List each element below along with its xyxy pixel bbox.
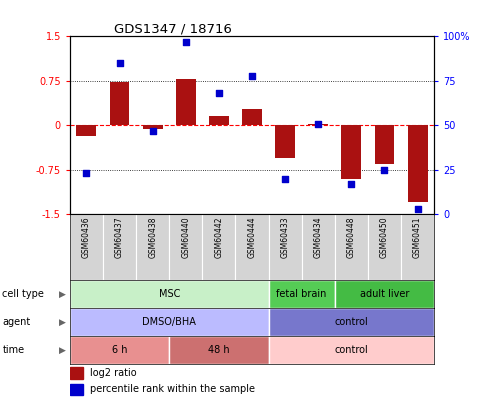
Text: control: control <box>334 345 368 355</box>
Text: GDS1347 / 18716: GDS1347 / 18716 <box>114 22 232 35</box>
Bar <box>176 79 196 125</box>
Text: ▶: ▶ <box>59 290 66 298</box>
Bar <box>70 367 83 379</box>
Bar <box>143 125 163 130</box>
Point <box>248 72 256 79</box>
Text: DMSO/BHA: DMSO/BHA <box>142 317 196 327</box>
Bar <box>70 336 169 364</box>
Bar <box>375 125 394 164</box>
Bar <box>70 214 103 280</box>
Text: GSM60434: GSM60434 <box>314 216 323 258</box>
Text: ▶: ▶ <box>59 318 66 326</box>
Text: GSM60442: GSM60442 <box>215 216 224 258</box>
Point <box>380 166 388 173</box>
Text: GSM60448: GSM60448 <box>347 216 356 258</box>
Text: GSM60450: GSM60450 <box>380 216 389 258</box>
Text: MSC: MSC <box>159 289 180 299</box>
Bar <box>169 214 202 280</box>
Point <box>182 38 190 45</box>
Bar <box>308 124 328 125</box>
Point <box>281 175 289 182</box>
Text: GSM60444: GSM60444 <box>248 216 256 258</box>
Bar <box>341 125 361 179</box>
Text: agent: agent <box>2 317 31 327</box>
Bar <box>70 308 268 336</box>
Bar <box>209 116 229 125</box>
Text: control: control <box>334 317 368 327</box>
Point <box>82 170 90 177</box>
Text: time: time <box>2 345 24 355</box>
Point <box>314 120 322 127</box>
Bar <box>268 336 434 364</box>
Bar <box>335 214 368 280</box>
Bar <box>110 82 129 125</box>
Text: GSM60433: GSM60433 <box>280 216 289 258</box>
Text: fetal brain: fetal brain <box>276 289 327 299</box>
Point <box>215 90 223 96</box>
Bar <box>70 280 268 308</box>
Point <box>347 181 355 187</box>
Bar <box>268 280 335 308</box>
Text: 6 h: 6 h <box>112 345 127 355</box>
Bar <box>302 214 335 280</box>
Bar <box>136 214 169 280</box>
Text: ▶: ▶ <box>59 345 66 354</box>
Text: GSM60451: GSM60451 <box>413 216 422 258</box>
Bar <box>202 214 236 280</box>
Point <box>116 60 124 66</box>
Text: cell type: cell type <box>2 289 44 299</box>
Text: GSM60440: GSM60440 <box>181 216 190 258</box>
Bar <box>70 384 83 395</box>
Bar <box>76 125 96 136</box>
Point <box>414 206 422 212</box>
Text: 48 h: 48 h <box>208 345 230 355</box>
Bar <box>236 214 268 280</box>
Text: log2 ratio: log2 ratio <box>90 368 137 378</box>
Bar <box>169 336 268 364</box>
Bar <box>268 214 302 280</box>
Text: GSM60438: GSM60438 <box>148 216 157 258</box>
Bar <box>401 214 434 280</box>
Text: adult liver: adult liver <box>360 289 409 299</box>
Bar <box>408 125 428 202</box>
Bar <box>268 308 434 336</box>
Text: GSM60437: GSM60437 <box>115 216 124 258</box>
Text: percentile rank within the sample: percentile rank within the sample <box>90 384 255 394</box>
Bar <box>335 280 434 308</box>
Text: GSM60436: GSM60436 <box>82 216 91 258</box>
Bar <box>368 214 401 280</box>
Bar <box>275 125 295 158</box>
Bar <box>103 214 136 280</box>
Bar <box>242 109 262 125</box>
Point <box>149 128 157 134</box>
